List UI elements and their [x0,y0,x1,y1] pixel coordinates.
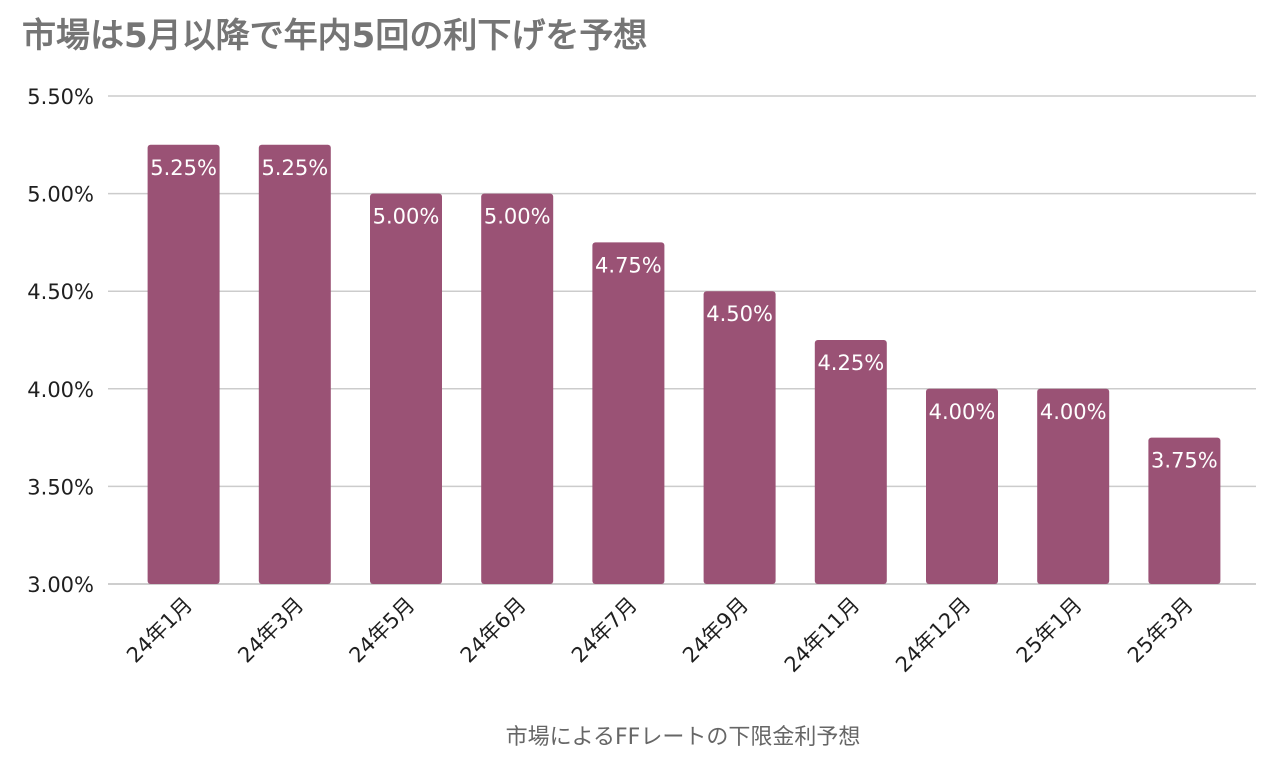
y-tick-label: 5.00% [27,183,94,207]
bars [147,144,1221,585]
bar [1148,437,1221,584]
chart-title: 市場は5月以降で年内5回の利下げを予想 [22,16,648,56]
x-tick-label: 25年3月 [1123,593,1198,668]
data-label: 3.75% [1151,449,1218,473]
data-label: 5.00% [484,205,551,229]
y-tick-label: 4.00% [27,378,94,402]
x-tick-label: 24年5月 [345,593,420,668]
x-tick-label: 24年7月 [567,593,642,668]
x-axis-ticks: 24年1月 24年3月 24年5月 24年6月 24年7月 24年9月 24年11月 24年1… [122,593,1198,677]
y-tick-label: 3.00% [27,573,94,597]
bar [481,193,554,584]
data-label: 4.75% [595,253,662,277]
bar [258,144,331,585]
x-tick-label: 24年6月 [456,593,531,668]
data-label: 4.00% [1040,400,1107,424]
bar [926,388,998,584]
bar [147,144,220,585]
y-tick-label: 3.50% [27,475,94,499]
x-tick-label: 24年11月 [780,593,864,677]
bar [370,193,442,584]
y-tick-label: 4.50% [27,280,94,304]
x-tick-label: 24年3月 [233,593,308,668]
x-axis-label: 市場によるFFレートの下限金利予想 [506,725,861,750]
x-tick-label: 24年9月 [678,593,753,668]
y-tick-label: 5.50% [27,85,94,109]
bar [703,291,776,584]
y-axis-ticks: 3.00% 3.50% 4.00% 4.50% 5.00% 5.50% [27,85,94,597]
data-label: 4.25% [817,351,884,375]
data-label: 4.50% [706,302,773,326]
data-labels: 5.25% 5.25% 5.00% 5.00% 4.75% 4.50% 4.25% 4.00%… [148,154,1220,475]
data-label: 4.00% [929,400,996,424]
data-label: 5.00% [373,205,440,229]
x-tick-label: 24年12月 [891,593,975,677]
data-label: 5.25% [150,156,217,180]
data-label: 5.25% [261,156,328,180]
x-tick-label: 25年1月 [1012,593,1087,668]
bar [814,340,887,584]
x-tick-label: 24年1月 [122,593,197,668]
bar [1037,388,1110,584]
bar [592,242,665,584]
